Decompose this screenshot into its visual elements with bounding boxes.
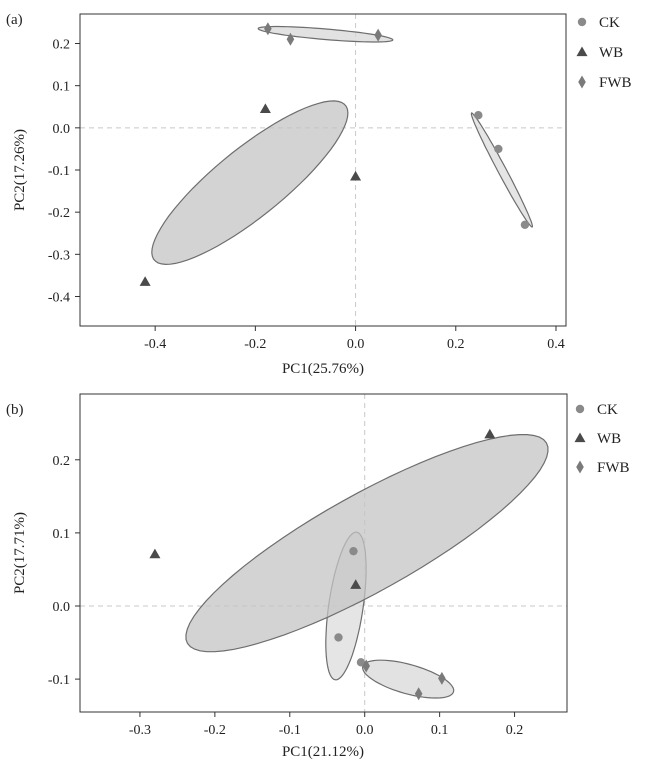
legend-marker-ck — [575, 404, 585, 414]
x-tick-label: 0.0 — [347, 337, 365, 352]
y-tick-label: 0.0 — [53, 122, 71, 137]
y-tick-label: 0.0 — [53, 600, 71, 615]
x-tick-label: -0.4 — [144, 337, 166, 352]
point-ck — [334, 633, 343, 642]
y-tick-label: -0.4 — [48, 290, 70, 305]
point-fwb — [286, 32, 295, 46]
ellipse-wb — [151, 100, 349, 266]
plot-frame — [79, 393, 568, 713]
x-tick-label: 0.2 — [506, 723, 524, 738]
x-tick-label: -0.1 — [279, 723, 301, 738]
legend: CK WB FWB — [576, 15, 632, 91]
y-tick-label: -0.3 — [48, 248, 70, 263]
x-tick-label: 0.4 — [547, 337, 565, 352]
legend-label: WB — [597, 431, 621, 447]
panel-label: (b) — [6, 402, 24, 418]
point-ck — [356, 658, 366, 667]
legend-marker-wb — [574, 432, 586, 443]
y-axis-label: PC2(17.26%) — [12, 129, 28, 211]
legend-label: FWB — [599, 75, 632, 91]
legend-marker-ck — [577, 17, 587, 27]
x-tick-label: -0.2 — [204, 723, 226, 738]
legend-marker-fwb — [576, 460, 584, 474]
legend-label: FWB — [597, 460, 630, 476]
plot-frame — [79, 13, 567, 327]
point-ck — [494, 144, 503, 154]
x-tick-label: 0.2 — [447, 337, 465, 352]
y-axis-label: PC2(17.71%) — [12, 512, 28, 594]
point-fwb — [374, 28, 382, 42]
y-tick-label: -0.1 — [48, 164, 70, 179]
legend-marker-fwb — [578, 75, 586, 89]
point-wb — [139, 276, 151, 286]
ellipse-ck — [470, 112, 534, 228]
legend: CK WB FWB — [574, 402, 630, 476]
ellipse-fwb — [257, 25, 394, 43]
point-ck — [349, 546, 358, 556]
y-tick-label: 0.2 — [53, 454, 71, 469]
x-tick-label: -0.2 — [244, 337, 266, 352]
point-wb — [149, 548, 161, 559]
x-tick-label: -0.3 — [129, 723, 151, 738]
y-tick-label: -0.2 — [48, 206, 70, 221]
legend-label: CK — [597, 402, 618, 418]
panel-label: (a) — [6, 12, 23, 28]
y-tick-label: 0.1 — [53, 80, 71, 95]
pca-panel: (a) -0.4 -0.2 0.0 0.2 0.4 -0.4 -0.3 -0.2 -0.1 0.0 0… — [6, 12, 632, 377]
x-axis-label: PC1(21.12%) — [282, 744, 364, 760]
point-wb — [350, 170, 362, 181]
point-fwb — [438, 671, 446, 685]
legend-label: WB — [599, 45, 623, 61]
x-tick-label: 0.1 — [431, 723, 449, 738]
legend-label: CK — [599, 15, 620, 31]
point-wb — [484, 428, 496, 439]
point-fwb — [264, 22, 272, 36]
point-wb — [350, 579, 362, 589]
y-tick-label: -0.1 — [48, 673, 70, 688]
pca-panel: (b) -0.3 -0.2 -0.1 0.0 0.1 0.2 -0.1 0.0 0.1 0.2 PC1… — [6, 393, 630, 760]
y-tick-label: 0.1 — [53, 527, 71, 542]
ellipse-wb — [185, 434, 549, 653]
point-fwb — [362, 659, 371, 673]
point-ck — [474, 110, 483, 120]
point-wb — [259, 103, 271, 113]
legend-marker-wb — [576, 46, 588, 57]
y-tick-label: 0.2 — [53, 38, 71, 53]
point-fwb — [414, 687, 423, 701]
x-axis-label: PC1(25.76%) — [282, 361, 364, 377]
x-tick-label: 0.0 — [356, 723, 374, 738]
point-ck — [520, 220, 530, 230]
